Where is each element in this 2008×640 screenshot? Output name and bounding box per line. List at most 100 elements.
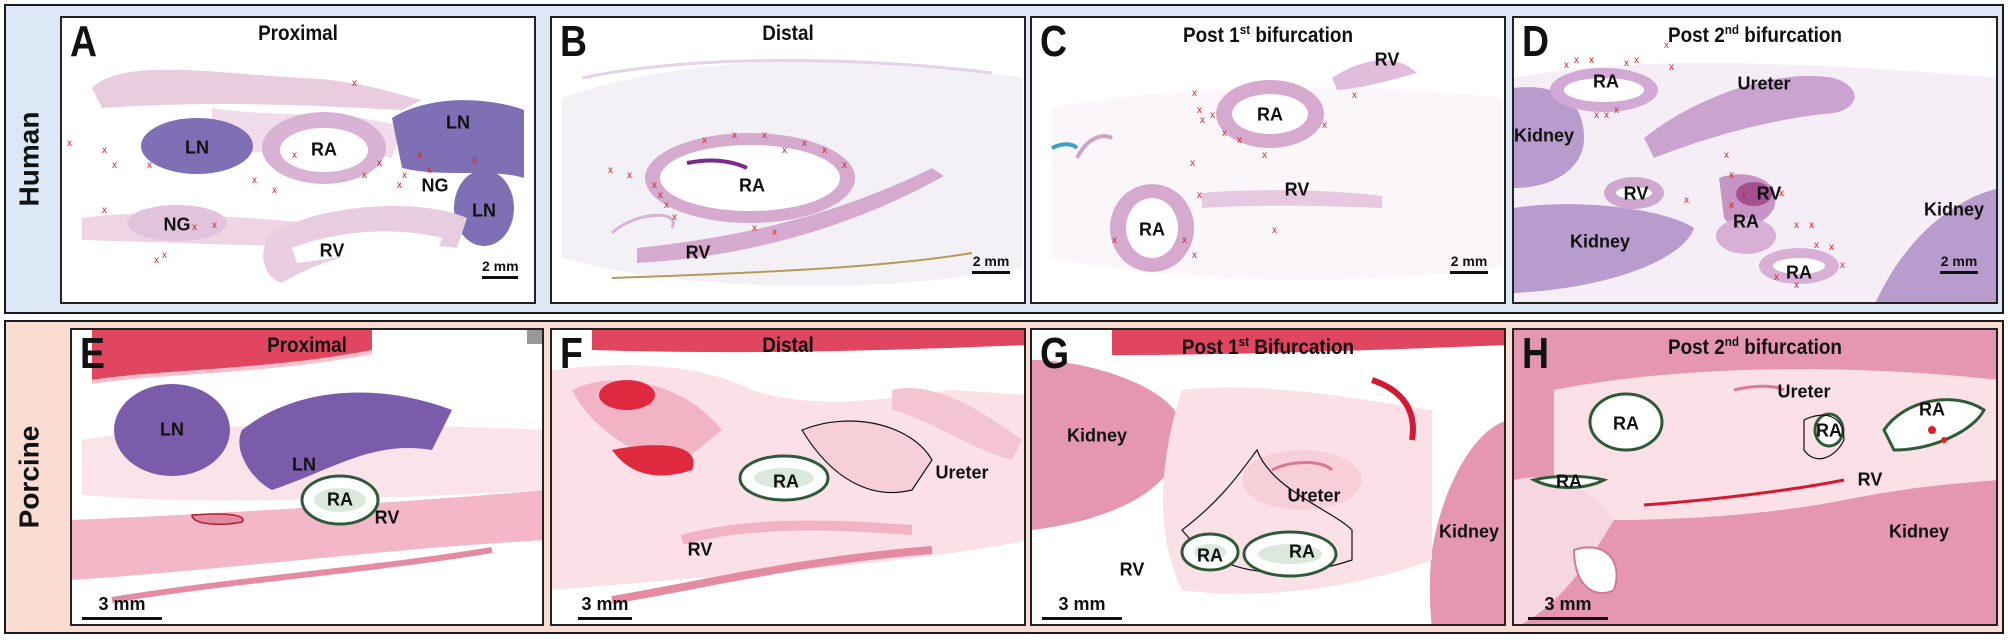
svg-text:x: x: [752, 223, 757, 234]
panel-g: G Post 1st Bifurcation Kidney Ureter Kid…: [1030, 328, 1506, 626]
panel-h-title: Post 2nd bifurcation: [1668, 334, 1842, 359]
panel-h-tissue: [1514, 330, 1996, 624]
svg-text:x: x: [212, 220, 217, 231]
label-ra: RA: [1556, 471, 1582, 492]
svg-text:x: x: [272, 185, 277, 196]
scale-bar: 3 mm: [1528, 594, 1608, 620]
svg-text:x: x: [627, 170, 632, 181]
svg-text:x: x: [472, 155, 477, 166]
svg-text:x: x: [397, 180, 402, 191]
panel-c-letter: C: [1040, 17, 1068, 66]
label-ra: RA: [773, 471, 799, 492]
label-kidney: Kidney: [1513, 125, 1575, 146]
scale-bar: 2 mm: [972, 253, 1010, 274]
panel-d-letter: D: [1522, 17, 1550, 66]
panel-g-tissue: [1032, 330, 1504, 624]
panel-a-title: Proximal: [258, 22, 338, 45]
svg-text:x: x: [1729, 200, 1734, 211]
label-rv: RV: [685, 242, 711, 263]
panel-a-letter: A: [70, 17, 98, 66]
svg-text:x: x: [1774, 272, 1779, 283]
label-ra: RA: [1593, 71, 1619, 92]
label-ng: NG: [421, 175, 449, 196]
label-rv: RV: [1119, 559, 1145, 580]
label-rv: RV: [1284, 179, 1310, 200]
svg-text:x: x: [822, 145, 827, 156]
panel-f-tissue: [552, 330, 1024, 604]
svg-text:x: x: [842, 160, 847, 171]
label-ln: LN: [472, 200, 496, 221]
panel-c-title: Post 1st bifurcation: [1182, 22, 1354, 47]
label-ureter: Ureter: [1777, 381, 1831, 402]
label-kidney: Kidney: [1066, 425, 1128, 446]
svg-text:x: x: [702, 135, 707, 146]
panel-f-title: Distal: [762, 334, 814, 357]
svg-text:x: x: [192, 222, 197, 233]
label-ra: RA: [1919, 399, 1945, 420]
label-ra: RA: [311, 139, 337, 160]
svg-text:x: x: [67, 138, 72, 149]
label-ra: RA: [1197, 545, 1223, 566]
svg-text:x: x: [1624, 58, 1629, 69]
label-ra: RA: [1139, 219, 1165, 240]
svg-text:x: x: [1724, 150, 1729, 161]
panel-f-letter: F: [560, 329, 583, 378]
svg-text:x: x: [252, 175, 257, 186]
svg-text:x: x: [1200, 115, 1205, 126]
svg-text:x: x: [1794, 280, 1799, 291]
svg-text:x: x: [427, 165, 432, 176]
label-ln: LN: [185, 137, 209, 158]
panel-h: H Post 2nd bifurcation Ureter RA RA RA R…: [1512, 328, 1998, 626]
svg-text:x: x: [1262, 150, 1267, 161]
label-ra: RA: [1816, 420, 1842, 441]
svg-text:x: x: [1684, 195, 1689, 206]
scale-bar: 2 mm: [1940, 253, 1978, 274]
svg-text:x: x: [762, 130, 767, 141]
svg-text:x: x: [1840, 260, 1845, 271]
label-rv: RV: [1857, 469, 1883, 490]
svg-text:x: x: [1210, 110, 1215, 121]
svg-text:x: x: [1614, 105, 1619, 116]
label-ra: RA: [1613, 413, 1639, 434]
human-row-label: Human: [13, 111, 44, 207]
panel-g-letter: G: [1040, 329, 1070, 378]
label-ra: RA: [1289, 541, 1315, 562]
svg-text:x: x: [1669, 62, 1674, 73]
svg-text:x: x: [1182, 235, 1187, 246]
label-ra: RA: [327, 489, 353, 510]
svg-text:x: x: [1589, 55, 1594, 66]
scale-bar: 3 mm: [82, 594, 162, 620]
svg-text:x: x: [1634, 55, 1639, 66]
svg-text:x: x: [1192, 250, 1197, 261]
panel-b-title: Distal: [762, 22, 814, 45]
panel-b-letter: B: [560, 17, 588, 66]
svg-text:x: x: [1322, 120, 1327, 131]
label-rv: RV: [319, 240, 345, 261]
svg-text:x: x: [1352, 90, 1357, 101]
panel-e: E Proximal LN LN RA RV 3 mm: [70, 328, 544, 626]
panel-e-title: Proximal: [267, 334, 347, 357]
svg-text:x: x: [1664, 40, 1669, 51]
svg-text:x: x: [772, 227, 777, 238]
svg-text:x: x: [1729, 170, 1734, 181]
svg-text:x: x: [1197, 190, 1202, 201]
svg-text:x: x: [1734, 220, 1739, 231]
svg-text:x: x: [1237, 135, 1242, 146]
svg-text:x: x: [782, 145, 787, 156]
label-ra: RA: [739, 175, 765, 196]
svg-text:x: x: [664, 200, 669, 211]
porcine-row-label: Porcine: [13, 425, 45, 529]
scale-bar: 3 mm: [1042, 594, 1122, 620]
svg-text:x: x: [802, 138, 807, 149]
svg-text:x: x: [1564, 60, 1569, 71]
svg-text:x: x: [608, 165, 613, 176]
svg-text:x: x: [652, 180, 657, 191]
panel-d-title: Post 2nd bifurcation: [1668, 22, 1842, 47]
scale-bar: 2 mm: [1450, 253, 1488, 274]
label-kidney: Kidney: [1888, 521, 1950, 542]
label-ln: LN: [292, 454, 316, 475]
svg-text:x: x: [1794, 220, 1799, 231]
